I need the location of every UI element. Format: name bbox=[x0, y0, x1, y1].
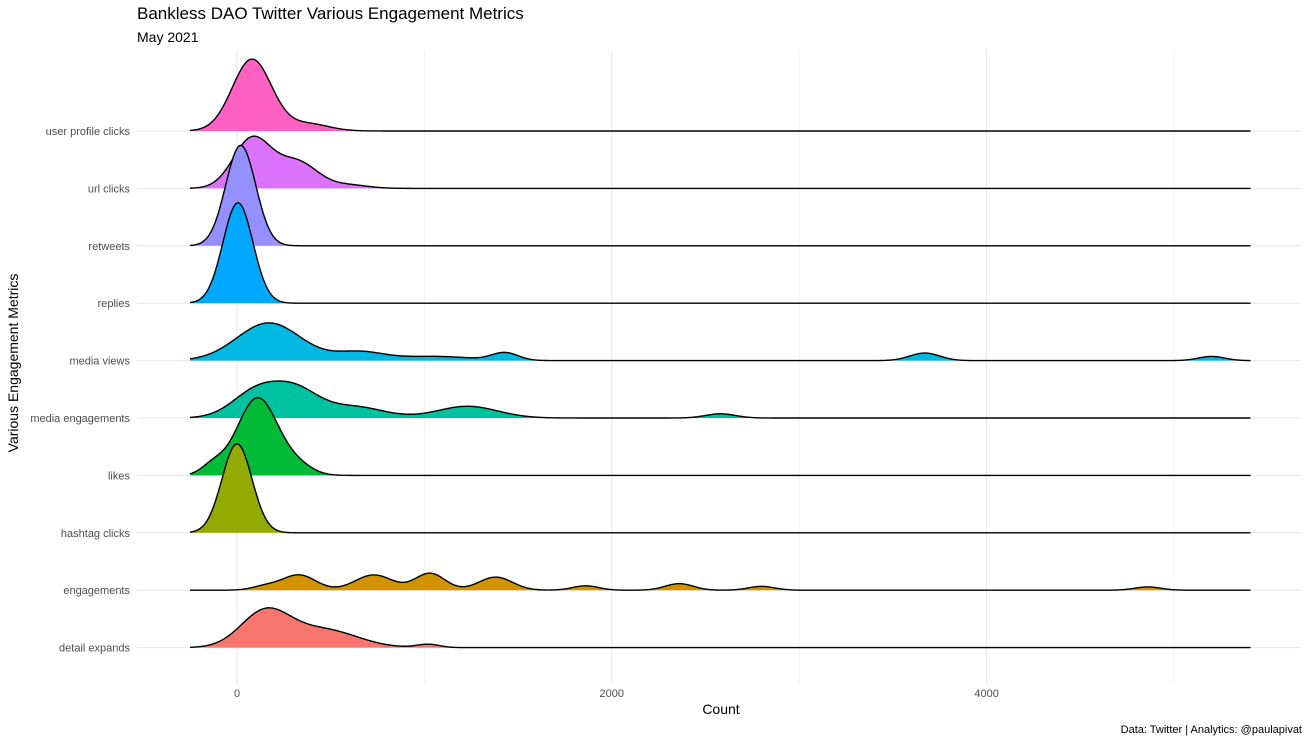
ridge-line-engagements bbox=[190, 572, 1251, 591]
ridge-line-media-views bbox=[189, 322, 1251, 362]
y-tick-label: retweets bbox=[88, 241, 130, 253]
ridge-fill-replies bbox=[190, 202, 1251, 304]
y-tick-label: hashtag clicks bbox=[61, 528, 131, 540]
ridge-line-replies bbox=[189, 202, 1251, 304]
ridge-line-retweets bbox=[189, 144, 1251, 247]
chart-title: Bankless DAO Twitter Various Engagement … bbox=[137, 4, 524, 23]
x-tick-labels: 0 2000 4000 bbox=[234, 688, 999, 700]
ridge-fill-likes bbox=[190, 397, 1251, 476]
chart-caption: Data: Twitter | Analytics: @paulapivat bbox=[1120, 724, 1302, 736]
y-tick-label: media engagements bbox=[30, 413, 130, 425]
y-tick-label: detail expands bbox=[59, 643, 130, 655]
y-tick-labels: detail expands engagements hashtag clicks l… bbox=[30, 126, 130, 655]
chart-subtitle: May 2021 bbox=[137, 29, 199, 45]
y-axis-title: Various Engagement Metrics bbox=[5, 274, 21, 453]
y-tick-label: user profile clicks bbox=[46, 126, 131, 138]
ridge-line-url-clicks bbox=[189, 135, 1251, 190]
ridges bbox=[189, 58, 1251, 649]
ridge-line-media-engagements bbox=[189, 380, 1251, 419]
ridge-fill-retweets bbox=[190, 145, 1251, 246]
ridge-fill-media-views bbox=[190, 322, 1251, 361]
ridge-fill-media-engagements bbox=[190, 380, 1251, 418]
y-tick-label: replies bbox=[98, 298, 131, 310]
ridge-fill-user-profile-clicks bbox=[190, 59, 1251, 131]
y-tick-label: url clicks bbox=[88, 183, 131, 195]
x-tick-label: 2000 bbox=[600, 688, 624, 700]
ridge-line-user-profile-clicks bbox=[189, 58, 1251, 132]
x-tick-label: 0 bbox=[234, 688, 240, 700]
x-tick-label: 4000 bbox=[974, 688, 998, 700]
ridge-fill-url-clicks bbox=[190, 136, 1251, 189]
y-tick-label: engagements bbox=[63, 585, 130, 597]
ridge-fill-detail-expands bbox=[190, 607, 1251, 648]
y-tick-label: likes bbox=[108, 470, 131, 482]
ridge-fill-engagements bbox=[190, 573, 1251, 591]
ridge-line-detail-expands bbox=[189, 607, 1251, 649]
ridge-line-likes bbox=[189, 397, 1251, 477]
y-tick-label: media views bbox=[69, 356, 130, 368]
ridge-line-hashtag-clicks bbox=[189, 443, 1251, 534]
ridge-fill-hashtag-clicks bbox=[190, 443, 1251, 533]
x-axis-title: Count bbox=[702, 701, 739, 717]
